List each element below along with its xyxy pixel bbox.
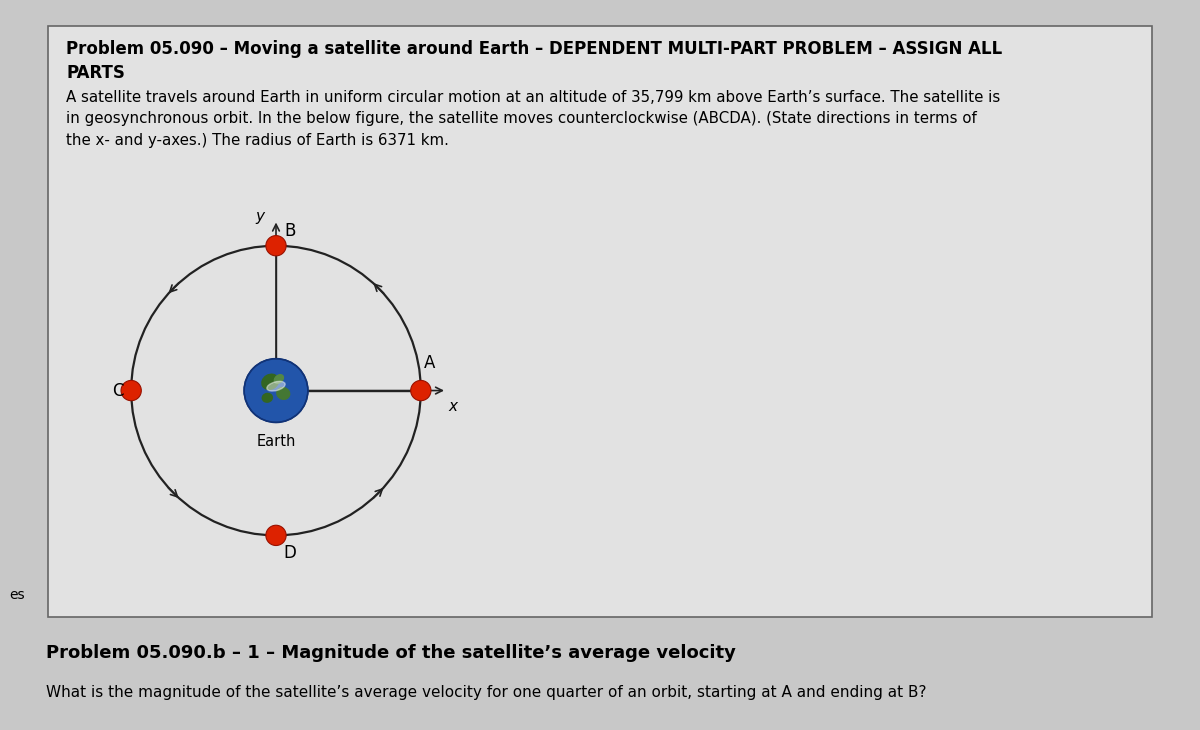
Ellipse shape: [266, 381, 286, 391]
Text: A: A: [424, 354, 436, 372]
Ellipse shape: [275, 374, 283, 383]
Ellipse shape: [262, 374, 278, 390]
Text: B: B: [284, 222, 296, 240]
Text: PARTS: PARTS: [66, 64, 125, 82]
Circle shape: [266, 526, 286, 545]
Circle shape: [244, 358, 308, 423]
Circle shape: [410, 380, 431, 401]
Text: es: es: [10, 588, 25, 602]
Text: A satellite travels around Earth in uniform circular motion at an altitude of 35: A satellite travels around Earth in unif…: [66, 90, 1001, 148]
Text: Problem 05.090 – Moving a satellite around Earth – DEPENDENT MULTI-PART PROBLEM : Problem 05.090 – Moving a satellite arou…: [66, 40, 1002, 58]
Circle shape: [266, 236, 286, 256]
Ellipse shape: [277, 388, 289, 399]
Text: C: C: [113, 382, 124, 399]
FancyBboxPatch shape: [48, 26, 1152, 617]
Text: Problem 05.090.b – 1 – Magnitude of the satellite’s average velocity: Problem 05.090.b – 1 – Magnitude of the …: [46, 644, 736, 662]
Text: What is the magnitude of the satellite’s average velocity for one quarter of an : What is the magnitude of the satellite’s…: [46, 685, 926, 700]
Text: y: y: [256, 210, 264, 224]
Text: D: D: [283, 544, 296, 562]
Text: x: x: [448, 399, 457, 414]
Text: Earth: Earth: [257, 434, 295, 449]
Circle shape: [121, 380, 142, 401]
Ellipse shape: [263, 393, 272, 402]
